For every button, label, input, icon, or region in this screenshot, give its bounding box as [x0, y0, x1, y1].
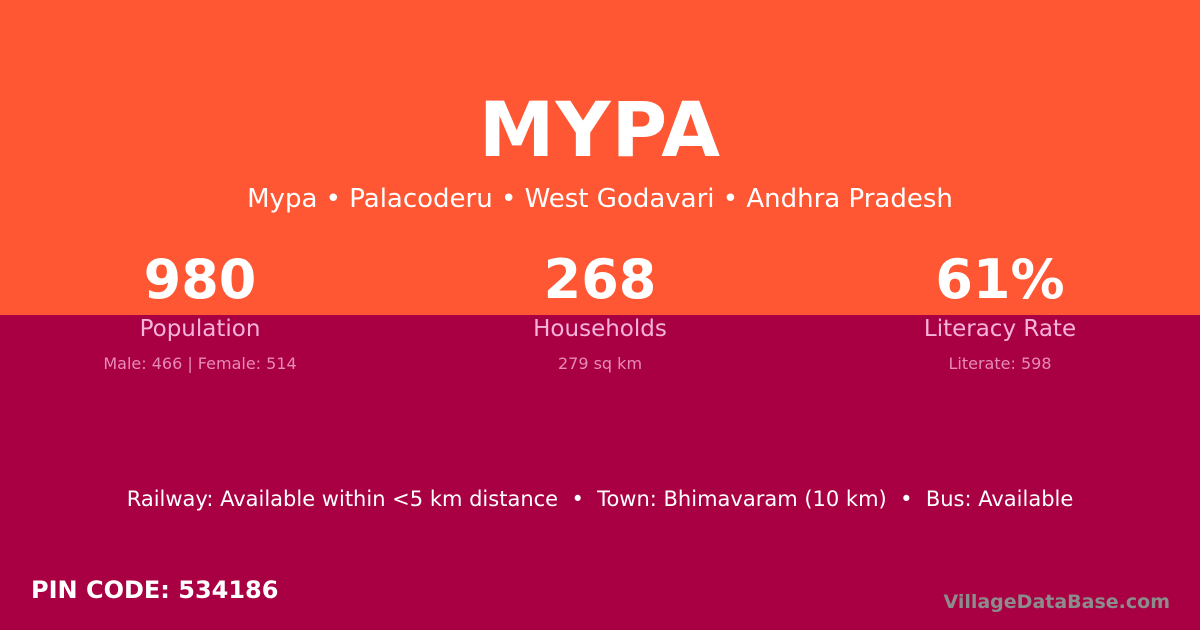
village-title: MYPA: [478, 85, 722, 174]
pin-code: PIN CODE: 534186: [31, 576, 279, 604]
population-label: Population: [139, 316, 261, 342]
population-value: 980: [143, 248, 257, 311]
households-detail: 279 sq km: [557, 354, 643, 373]
transport-info: Railway: Available within <5 km distance…: [126, 487, 1074, 511]
header-band: [0, 0, 1200, 315]
brand-watermark: VillageDataBase.com: [943, 591, 1170, 613]
literacy-detail: Literate: 598: [948, 354, 1052, 373]
households-value: 268: [543, 248, 657, 311]
households-label: Households: [533, 316, 667, 342]
details-band: [0, 315, 1200, 630]
literacy-label: Literacy Rate: [923, 316, 1077, 342]
literacy-value: 61%: [935, 248, 1065, 311]
location-breadcrumb: Mypa • Palacoderu • West Godavari • Andh…: [247, 184, 953, 214]
population-detail: Male: 466 | Female: 514: [103, 354, 297, 373]
